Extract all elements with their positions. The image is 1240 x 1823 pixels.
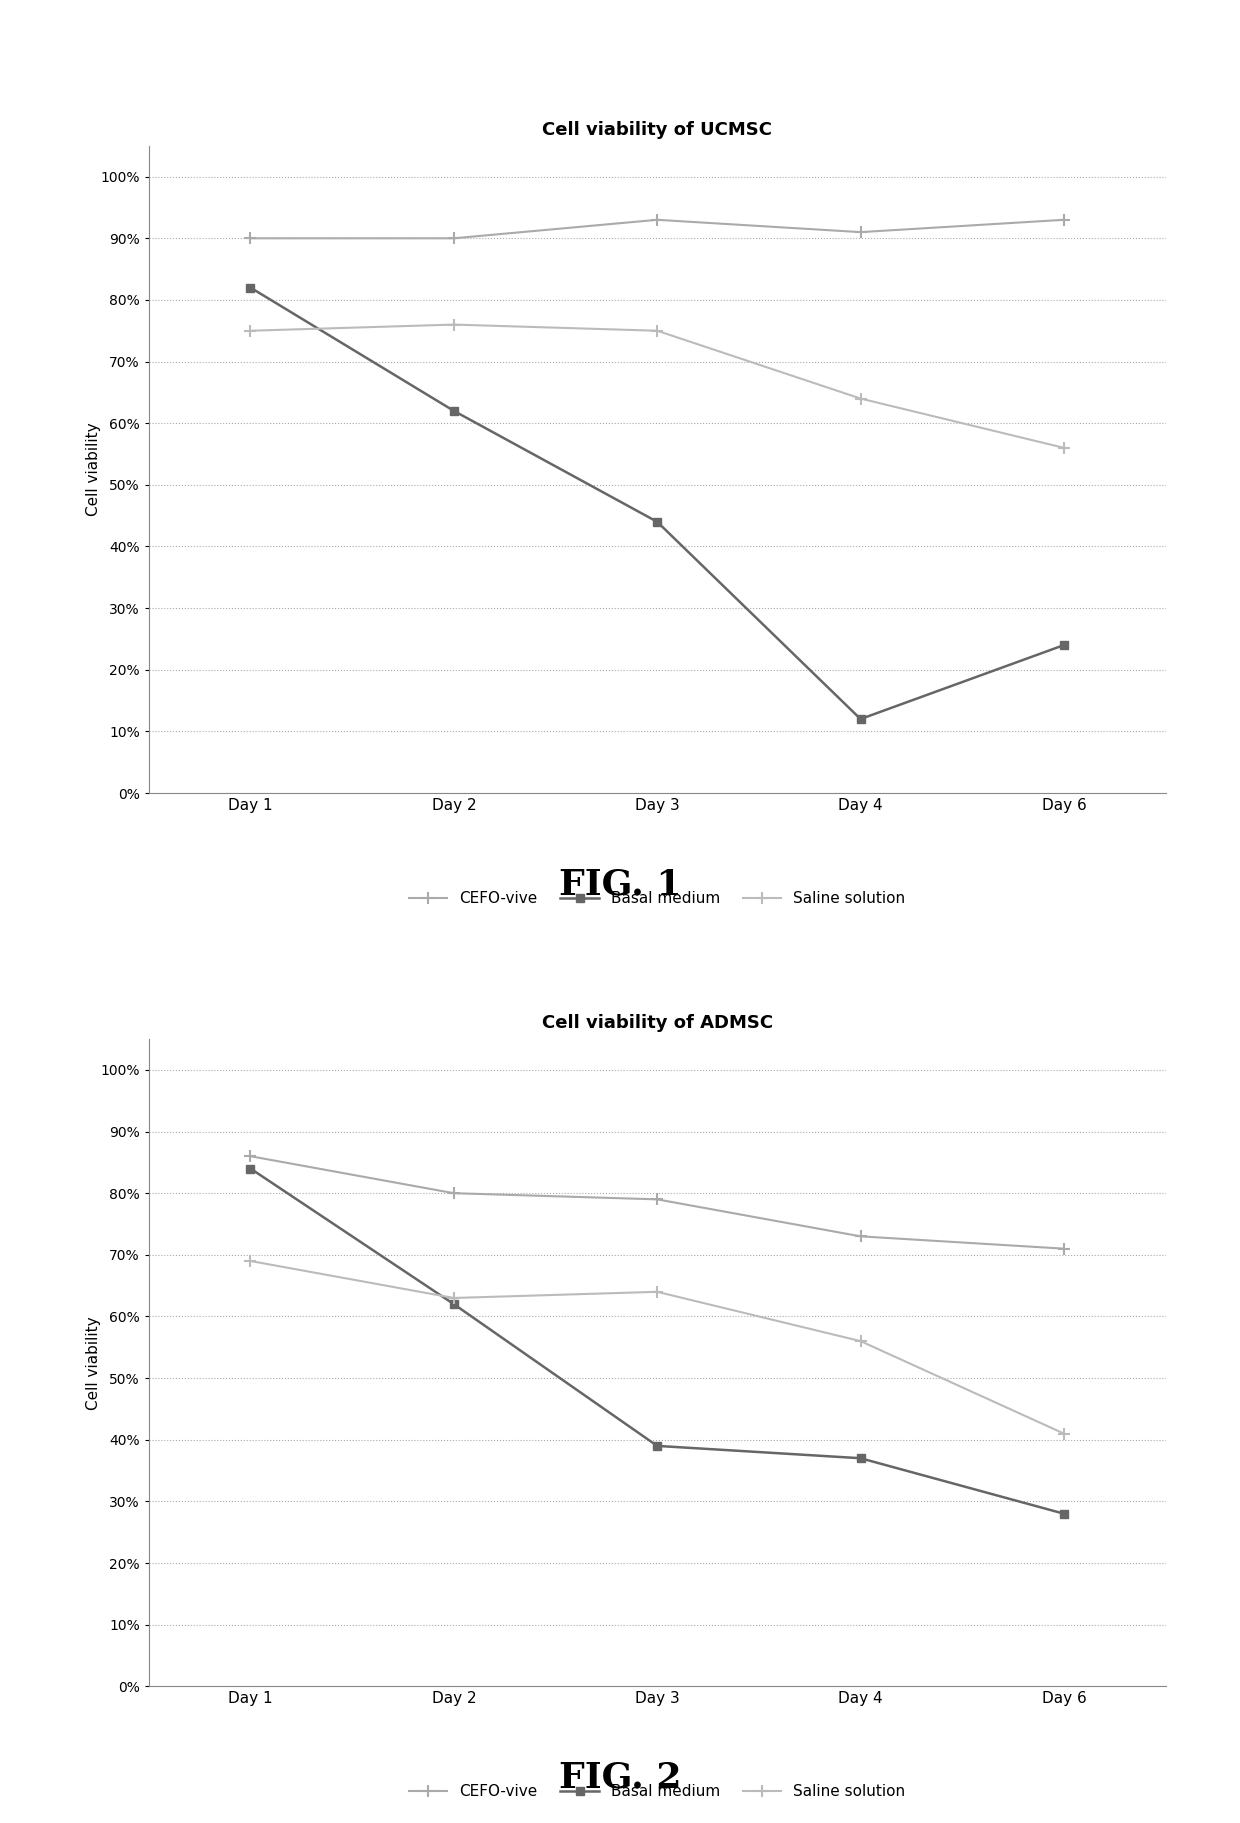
- Y-axis label: Cell viability: Cell viability: [86, 423, 100, 516]
- Text: FIG. 2: FIG. 2: [559, 1761, 681, 1794]
- Title: Cell viability of UCMSC: Cell viability of UCMSC: [542, 120, 773, 139]
- Legend: CEFO-vive, Basal medium, Saline solution: CEFO-vive, Basal medium, Saline solution: [403, 884, 911, 912]
- Text: FIG. 1: FIG. 1: [559, 868, 681, 901]
- Y-axis label: Cell viability: Cell viability: [86, 1316, 100, 1409]
- Title: Cell viability of ADMSC: Cell viability of ADMSC: [542, 1014, 773, 1032]
- Legend: CEFO-vive, Basal medium, Saline solution: CEFO-vive, Basal medium, Saline solution: [403, 1777, 911, 1805]
